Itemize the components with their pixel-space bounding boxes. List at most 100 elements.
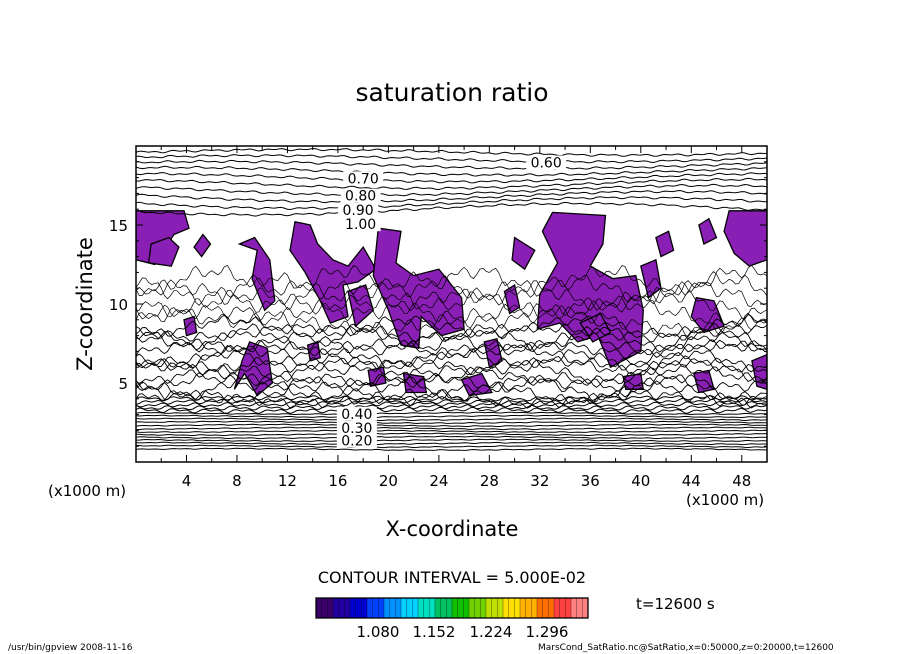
y-axis: 5 10 15 xyxy=(109,161,767,447)
shaded-region xyxy=(237,236,276,312)
chart-title: saturation ratio xyxy=(355,78,548,107)
colorbar-cell xyxy=(457,598,464,618)
contour-line xyxy=(136,347,767,374)
x-tick-label: 12 xyxy=(278,472,297,490)
colorbar-cell xyxy=(542,598,549,618)
contour-line xyxy=(136,147,767,157)
contour-line xyxy=(136,438,767,442)
colorbar-cell xyxy=(537,598,544,618)
contour-line xyxy=(136,294,767,329)
colorbar-cell xyxy=(463,598,470,618)
colorbar-cell xyxy=(418,598,425,618)
contour-label: 0.40 xyxy=(341,407,372,423)
colorbar-cell xyxy=(452,598,459,618)
contour-line xyxy=(136,356,767,387)
contour-line xyxy=(136,189,767,204)
contour-line xyxy=(136,355,767,376)
colorbar-cell xyxy=(350,598,357,618)
contour-line xyxy=(136,404,767,411)
contour-label: 0.60 xyxy=(531,156,562,172)
contour-label-bg xyxy=(336,420,377,435)
x-tick-label: 28 xyxy=(480,472,499,490)
contour-label-bg xyxy=(340,217,381,232)
x-tick-label: 24 xyxy=(429,472,448,490)
x-tick-label: 16 xyxy=(328,472,347,490)
contour-line xyxy=(136,183,767,197)
contour-label-bg xyxy=(338,202,379,217)
colorbar-cell xyxy=(395,598,402,618)
x-axis: 4 8 12 16 20 24 28 32 36 40 44 48 xyxy=(160,146,751,490)
colorbar-cell xyxy=(316,598,323,618)
contour-line xyxy=(136,154,767,164)
contour-line xyxy=(136,322,767,353)
contour-line xyxy=(136,406,767,414)
contour-line xyxy=(136,423,767,428)
contour-line xyxy=(136,286,767,322)
y-tick-label: 15 xyxy=(109,217,128,235)
colorbar-cell xyxy=(491,598,498,618)
contour-line xyxy=(136,339,767,370)
contour-line xyxy=(136,159,767,170)
shaded-region xyxy=(655,230,675,258)
shaded-region xyxy=(698,217,718,245)
x-tick-label: 8 xyxy=(232,472,242,490)
shaded-region xyxy=(723,210,767,267)
y-axis-unit: (x1000 m) xyxy=(48,482,126,500)
shaded-region xyxy=(289,221,377,324)
colorbar-cell xyxy=(361,598,368,618)
x-tick-label: 40 xyxy=(631,472,650,490)
contour-line xyxy=(136,264,767,298)
contour-line xyxy=(136,401,767,408)
shaded-region xyxy=(183,315,198,337)
contour-line xyxy=(136,364,767,390)
colorbar-cell xyxy=(582,598,589,618)
x-tick-label: 4 xyxy=(182,472,192,490)
colorbar-cell xyxy=(446,598,453,618)
contour-line xyxy=(136,441,767,446)
colorbar-frame xyxy=(315,597,589,619)
contour-label: 1.00 xyxy=(345,217,376,233)
x-axis-unit: (x1000 m) xyxy=(686,491,764,509)
colorbar-cell xyxy=(327,598,334,618)
x-tick-label: 36 xyxy=(581,472,600,490)
shaded-region xyxy=(306,341,322,362)
colorbar-cell xyxy=(367,598,374,618)
colorbar-cell xyxy=(559,598,566,618)
footer-left: /usr/bin/gpview 2008-11-16 xyxy=(8,643,133,653)
contour-interval-text: CONTOUR INTERVAL = 5.000E-02 xyxy=(318,568,586,587)
contour-line xyxy=(136,429,767,433)
x-axis-label: X-coordinate xyxy=(386,517,519,541)
colorbar-cell xyxy=(514,598,521,618)
colorbar xyxy=(315,597,589,619)
x-tick-label: 32 xyxy=(530,472,549,490)
contour-line xyxy=(136,447,767,451)
colorbar-tick-label: 1.080 xyxy=(357,623,400,641)
colorbar-cell xyxy=(338,598,345,618)
contour-line xyxy=(136,426,767,431)
contour-line xyxy=(136,417,767,422)
contour-lines xyxy=(136,147,767,451)
colorbar-cell xyxy=(355,598,362,618)
plot-area: 0.600.700.800.901.000.200.300.40 4 8 12 16 2… xyxy=(109,145,768,490)
y-tick-label: 10 xyxy=(109,296,128,314)
contour-line xyxy=(136,388,767,409)
colorbar-tick-label: 1.296 xyxy=(526,623,569,641)
colorbar-cell xyxy=(372,598,379,618)
colorbar-cell xyxy=(531,598,538,618)
shaded-region xyxy=(193,233,212,258)
shaded-region xyxy=(460,372,493,397)
shaded-region xyxy=(147,236,180,267)
colorbar-cell xyxy=(378,598,385,618)
contour-line xyxy=(136,196,767,211)
colorbar-cell xyxy=(503,598,510,618)
y-tick-label: 5 xyxy=(118,375,128,393)
contour-label: 0.80 xyxy=(345,189,376,205)
contour-labels: 0.60 0.70 0.800.901.00 0.200.300.40 xyxy=(336,155,567,450)
colorbar-cell xyxy=(389,598,396,618)
colorbar-cell xyxy=(401,598,408,618)
colorbar-cell xyxy=(321,598,328,618)
colorbar-cell xyxy=(429,598,436,618)
contour-line xyxy=(136,172,767,184)
contour-line xyxy=(136,380,767,407)
